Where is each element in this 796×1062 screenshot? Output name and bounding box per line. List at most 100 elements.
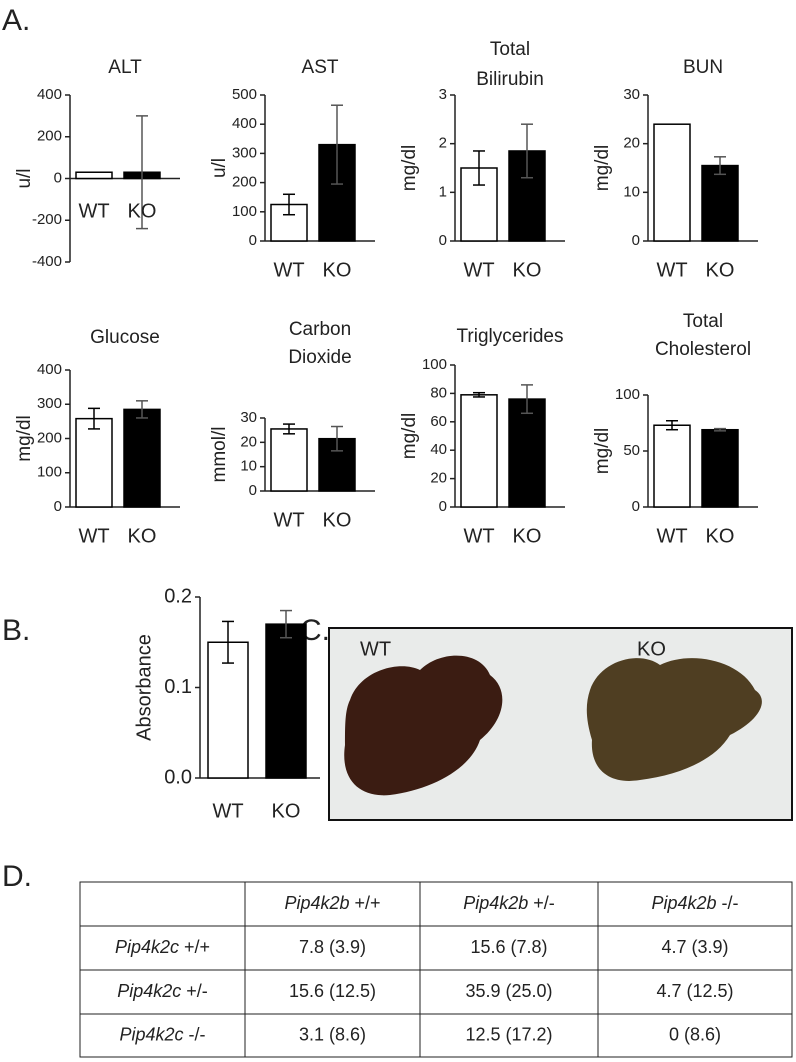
gene-name: Pip4k2b (463, 893, 528, 913)
error-bar (473, 391, 485, 398)
y-tick-label: -400 (32, 253, 62, 270)
panel-label: B. (2, 614, 30, 647)
chart-title: Total (490, 39, 530, 60)
y-tick-label: 100 (422, 356, 447, 373)
y-tick-label: 0 (632, 232, 640, 249)
error-bar (714, 427, 726, 432)
y-tick-label: 80 (430, 384, 447, 401)
column-header: Pip4k2b -/- (651, 893, 738, 913)
error-bar (331, 425, 343, 452)
y-tick-label: 0 (439, 232, 447, 249)
y-tick-label: 0 (439, 498, 447, 515)
genotype: +/+ (355, 893, 381, 913)
x-tick-label: WT (273, 509, 304, 531)
bar (701, 428, 739, 508)
genotype: +/- (186, 981, 208, 1001)
y-tick-label: 0 (632, 498, 640, 515)
y-tick-label: 0.2 (164, 585, 192, 607)
x-tick-label: WT (463, 525, 494, 547)
y-axis-label: Absorbance (133, 634, 155, 741)
error-bar (473, 150, 485, 186)
panel-label: A. (2, 4, 30, 37)
y-tick-label: 500 (232, 86, 257, 103)
y-tick-label: 10 (623, 183, 640, 200)
bar (75, 417, 113, 508)
bar (701, 164, 739, 242)
gene-name: Pip4k2b (284, 893, 349, 913)
x-tick-label: WT (212, 800, 243, 822)
y-tick-label: 50 (623, 442, 640, 459)
y-axis-label: u/l (209, 158, 230, 178)
bar (653, 123, 691, 242)
x-tick-label: WT (656, 259, 687, 281)
y-tick-label: 60 (430, 413, 447, 430)
y-tick-label: 0 (249, 232, 257, 249)
ko-liver (586, 658, 762, 781)
y-tick-label: 10 (240, 458, 257, 475)
y-tick-label: 0.0 (164, 766, 192, 788)
panel-label: D. (2, 860, 32, 893)
y-tick-label: 1 (439, 183, 447, 200)
y-tick-label: 100 (232, 203, 257, 220)
error-bar (222, 620, 234, 664)
x-tick-label: KO (706, 525, 735, 547)
error-bar (283, 423, 295, 435)
genotype: -/- (722, 893, 739, 913)
x-tick-label: KO (323, 509, 352, 531)
table-cell: 15.6 (7.8) (470, 937, 547, 957)
chart-title: Dioxide (288, 347, 351, 368)
bar (508, 398, 546, 508)
gene-name: Pip4k2c (119, 1024, 183, 1044)
y-tick-label: 200 (37, 429, 62, 446)
genotype: +/+ (184, 937, 210, 957)
y-tick-label: 200 (37, 128, 62, 145)
photo-label: KO (637, 638, 666, 660)
x-tick-label: WT (78, 525, 109, 547)
table-cell: 12.5 (17.2) (465, 1024, 552, 1044)
y-tick-label: 0 (54, 498, 62, 515)
bar (318, 143, 356, 242)
bar (265, 623, 307, 779)
photo-label: WT (360, 638, 391, 660)
y-tick-label: 200 (232, 174, 257, 191)
table-cell: 4.7 (12.5) (656, 981, 733, 1001)
y-tick-label: 0.1 (164, 676, 192, 698)
y-axis-label: mg/dl (14, 415, 35, 461)
error-bar (280, 609, 292, 639)
error-bar (331, 104, 343, 185)
genotype: +/- (533, 893, 555, 913)
y-tick-label: 3 (439, 86, 447, 103)
y-axis-label: u/l (14, 168, 35, 188)
chart-title: Cholesterol (655, 339, 751, 360)
error-bar (521, 123, 533, 179)
y-tick-label: 100 (37, 464, 62, 481)
y-axis-label: mg/dl (592, 428, 613, 474)
error-bar (521, 384, 533, 415)
table-cell: 4.7 (3.9) (661, 937, 728, 957)
row-header: Pip4k2c -/- (119, 1024, 205, 1044)
x-tick-label: KO (128, 525, 157, 547)
chart-title: Total (683, 311, 723, 332)
y-tick-label: 0 (249, 482, 257, 499)
chart-title: BUN (683, 57, 723, 78)
bar (75, 171, 113, 180)
y-tick-label: 20 (623, 135, 640, 152)
error-bar (136, 115, 148, 230)
bar (653, 424, 691, 508)
error-bar (714, 156, 726, 176)
column-header: Pip4k2b +/+ (284, 893, 380, 913)
column-header: Pip4k2b +/- (463, 893, 555, 913)
y-tick-label: 20 (430, 470, 447, 487)
error-bar (88, 407, 100, 430)
x-tick-label: KO (272, 800, 301, 822)
error-bar (283, 193, 295, 216)
gene-name: Pip4k2b (651, 893, 716, 913)
y-tick-label: 40 (430, 441, 447, 458)
gene-name: Pip4k2c (117, 981, 181, 1001)
y-axis-label: mmol/l (209, 427, 230, 483)
x-tick-label: KO (513, 525, 542, 547)
y-axis-label: mg/dl (592, 145, 613, 191)
chart-title: Triglycerides (457, 326, 564, 347)
y-tick-label: 400 (232, 115, 257, 132)
